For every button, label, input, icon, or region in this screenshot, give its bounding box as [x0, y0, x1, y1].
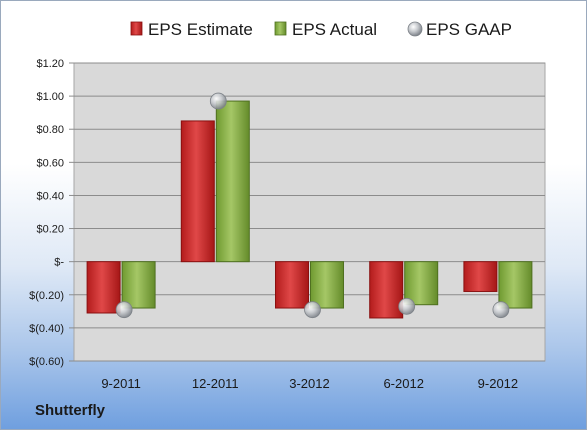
- estimate-bar: [180, 120, 215, 263]
- x-tick-label: 9-2012: [478, 376, 518, 391]
- y-tick-label: $0.60: [36, 157, 64, 169]
- y-tick-label: $1.00: [36, 91, 64, 103]
- actual-bar: [215, 100, 250, 263]
- gridlines: [74, 62, 545, 362]
- x-tick-label: 12-2011: [192, 376, 239, 391]
- y-tick-label: $(0.20): [29, 290, 64, 302]
- gaap-marker: [398, 297, 416, 315]
- legend: EPS Estimate EPS Actual EPS GAAP: [130, 20, 512, 39]
- legend-label: EPS Actual: [292, 20, 377, 39]
- y-tick-label: $1.20: [36, 58, 64, 70]
- y-tick-label: $(0.60): [29, 356, 64, 368]
- estimate-bar: [86, 261, 121, 314]
- y-tick-label: $(0.40): [29, 323, 64, 335]
- legend-swatch: [407, 21, 423, 37]
- legend-label: EPS Estimate: [148, 20, 253, 39]
- gaap-marker: [115, 301, 133, 319]
- x-tick-label: 6-2012: [383, 376, 423, 391]
- gaap-marker: [304, 301, 321, 319]
- estimate-bar: [275, 261, 309, 309]
- y-tick-label: $-: [54, 257, 64, 269]
- company-label: Shutterfly: [35, 402, 106, 419]
- x-tick-label: 3-2012: [289, 376, 329, 391]
- y-axis: $(0.60) $(0.40) $(0.20) $- $0.20 $0.40 $0.60 $0…: [29, 58, 74, 368]
- estimate-bar: [369, 261, 404, 319]
- x-tick-label: 9-2011: [101, 376, 141, 391]
- y-tick-label: $0.40: [36, 190, 64, 202]
- gaap-marker: [209, 92, 227, 110]
- legend-label: EPS GAAP: [426, 20, 512, 39]
- bars: [86, 92, 533, 319]
- y-tick-label: $0.20: [36, 224, 64, 236]
- gaap-marker: [492, 301, 510, 319]
- estimate-bar: [463, 261, 498, 292]
- x-axis: 9-2011 12-2011 3-2012 6-2012 9-2012: [101, 376, 518, 391]
- legend-swatch: [130, 21, 143, 36]
- actual-bar: [404, 261, 439, 306]
- actual-bar: [498, 261, 533, 309]
- y-tick-label: $0.80: [36, 124, 64, 136]
- actual-bar: [310, 261, 344, 309]
- legend-swatch: [274, 21, 287, 36]
- actual-bar: [121, 261, 156, 309]
